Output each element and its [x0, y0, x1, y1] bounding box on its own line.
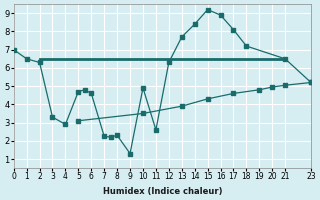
- X-axis label: Humidex (Indice chaleur): Humidex (Indice chaleur): [103, 187, 222, 196]
